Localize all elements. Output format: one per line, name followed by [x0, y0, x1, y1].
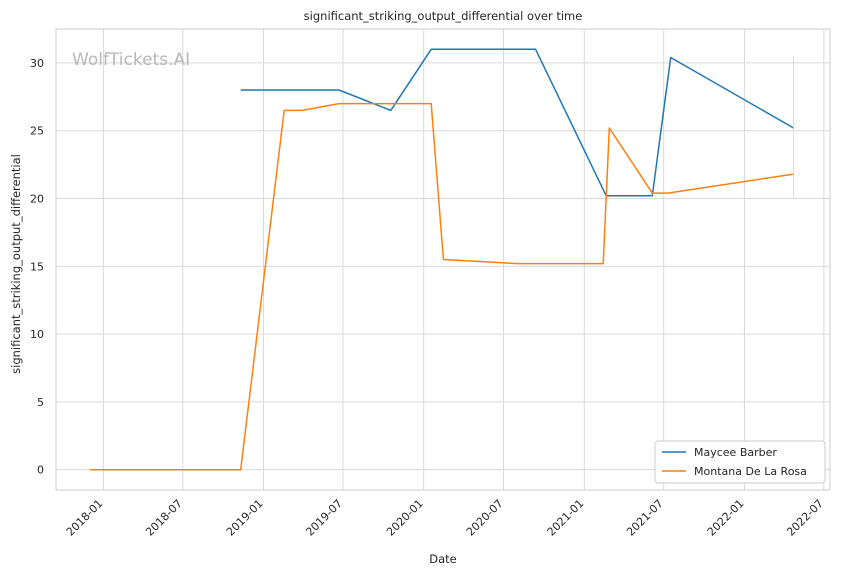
- y-tick-label: 10: [30, 328, 44, 341]
- legend-label-montana-de-la-rosa: Montana De La Rosa: [694, 465, 807, 478]
- y-axis-ticks: 0 5 10 15 20 25 30: [30, 57, 44, 477]
- y-tick-label: 5: [37, 396, 44, 409]
- legend-label-maycee-barber: Maycee Barber: [694, 446, 777, 459]
- y-tick-label: 20: [30, 192, 44, 205]
- y-axis-label: significant_striking_output_differential: [9, 154, 23, 374]
- x-axis-label: Date: [429, 552, 457, 566]
- legend-box: [654, 440, 826, 484]
- legend: Maycee Barber Montana De La Rosa: [654, 440, 826, 484]
- y-tick-label: 0: [37, 464, 44, 477]
- y-tick-label: 30: [30, 57, 44, 70]
- watermark: WolfTickets.AI: [72, 50, 190, 70]
- y-tick-label: 15: [30, 260, 44, 273]
- series-lines: [89, 48, 794, 471]
- chart-title: significant_striking_output_differential…: [304, 9, 583, 23]
- y-tick-label: 25: [30, 125, 44, 138]
